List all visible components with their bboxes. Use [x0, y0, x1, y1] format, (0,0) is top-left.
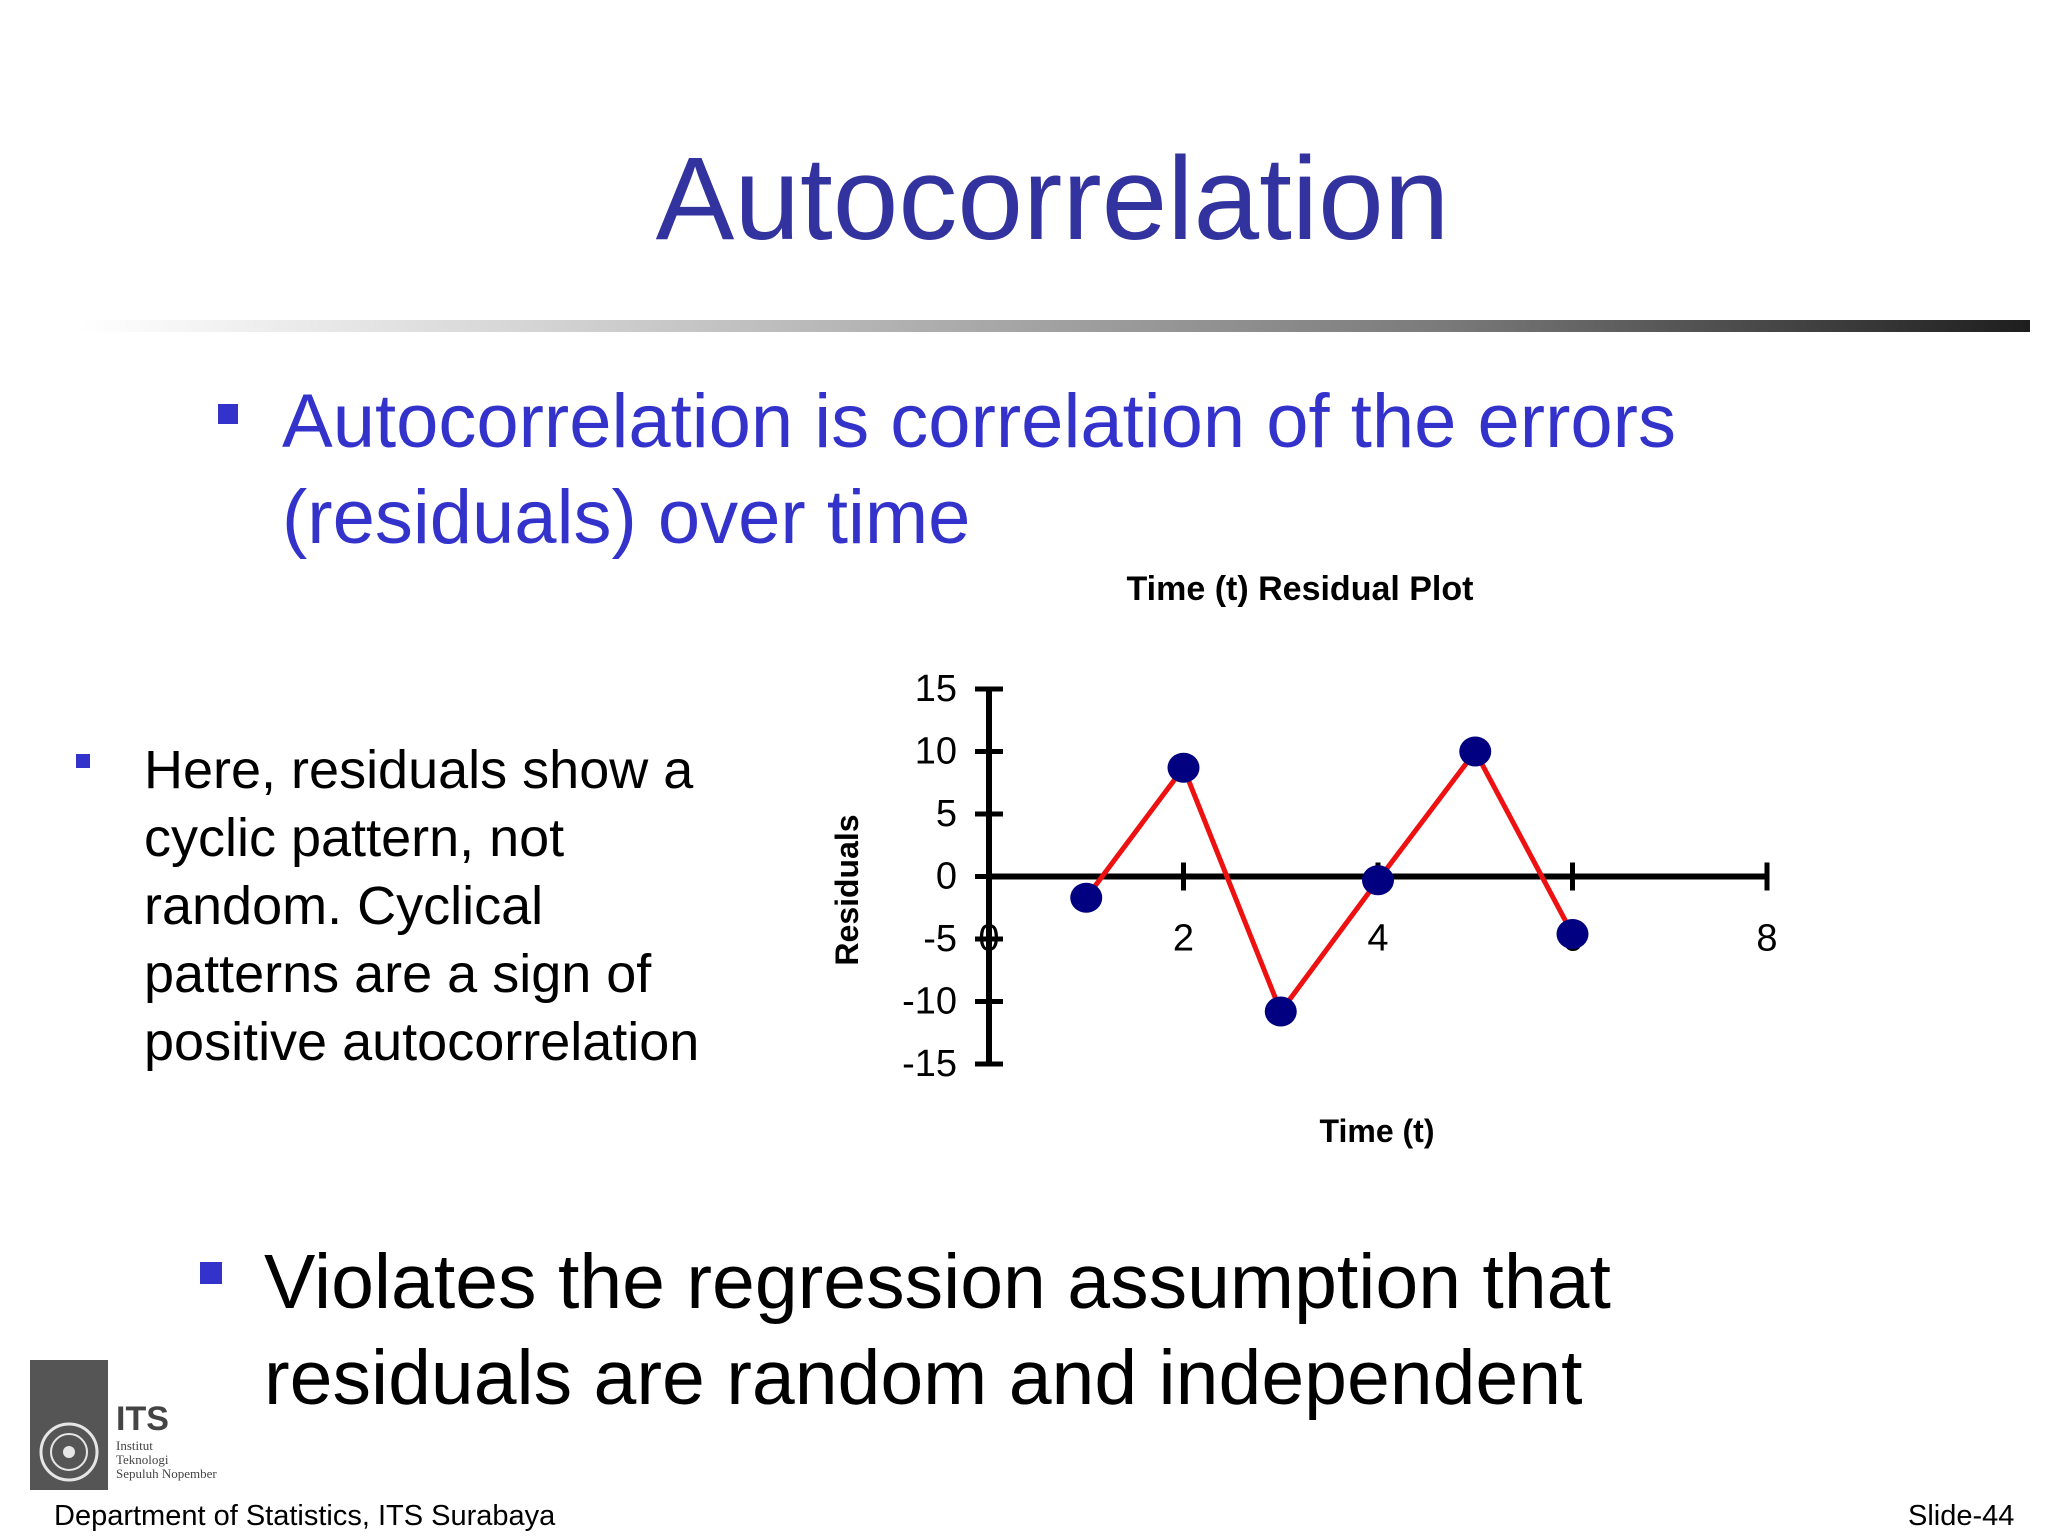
logo-line-2: Teknologi [116, 1452, 169, 1467]
y-tick-label: 15 [915, 668, 957, 710]
x-tick-label: 0 [978, 918, 999, 960]
bullet-marker-1 [218, 404, 238, 424]
logo-line-1: Institut [116, 1438, 153, 1453]
series-line [1084, 746, 1575, 1017]
bullet-marker-2 [200, 1262, 222, 1284]
y-tick-label: 0 [936, 856, 957, 898]
x-tick-label: 4 [1367, 918, 1388, 960]
bullet-cyclic-pattern-note: Here, residuals show a cyclic pattern, n… [144, 740, 700, 1072]
bullet-assumption-violation: Violates the regression assumption that … [264, 1239, 1611, 1421]
x-tick-label: 8 [1756, 918, 1777, 960]
logo-line-3: Sepuluh Nopember [116, 1466, 217, 1481]
y-tick-label: -5 [923, 918, 957, 960]
y-axis-label: Residuals [829, 814, 865, 965]
footer-slide-number: Slide-44 [1908, 1500, 2015, 1532]
residual-plot-svg: Time (t) Residual Plot Residuals Time (t… [829, 570, 1778, 1149]
data-point [1167, 752, 1200, 783]
bullet-autocorrelation-definition: Autocorrelation is correlation of the er… [282, 379, 1676, 560]
residual-plot-chart: Time (t) Residual Plot Residuals Time (t… [780, 560, 1820, 1180]
its-logo: ITS Institut Teknologi Sepuluh Nopember [30, 1360, 240, 1490]
data-point [1362, 865, 1394, 896]
chart-title: Time (t) Residual Plot [1127, 570, 1474, 608]
x-tick-label: 2 [1173, 918, 1194, 960]
data-point [1556, 919, 1589, 949]
footer-department: Department of Statistics, ITS Surabaya [54, 1500, 556, 1532]
data-point [1459, 736, 1492, 767]
y-tick-label: 10 [915, 731, 957, 773]
y-tick-label: -10 [902, 981, 957, 1023]
data-point [1070, 882, 1103, 913]
y-tick-label: 5 [936, 793, 957, 835]
slide-title: Autocorrelation [655, 133, 1450, 265]
bullet-marker-side [76, 754, 90, 768]
data-point [1264, 996, 1297, 1027]
logo-mark-text: ITS [116, 1400, 169, 1438]
title-divider [80, 320, 2030, 332]
y-tick-label: -15 [902, 1043, 957, 1085]
x-axis-label: Time (t) [1320, 1113, 1435, 1149]
